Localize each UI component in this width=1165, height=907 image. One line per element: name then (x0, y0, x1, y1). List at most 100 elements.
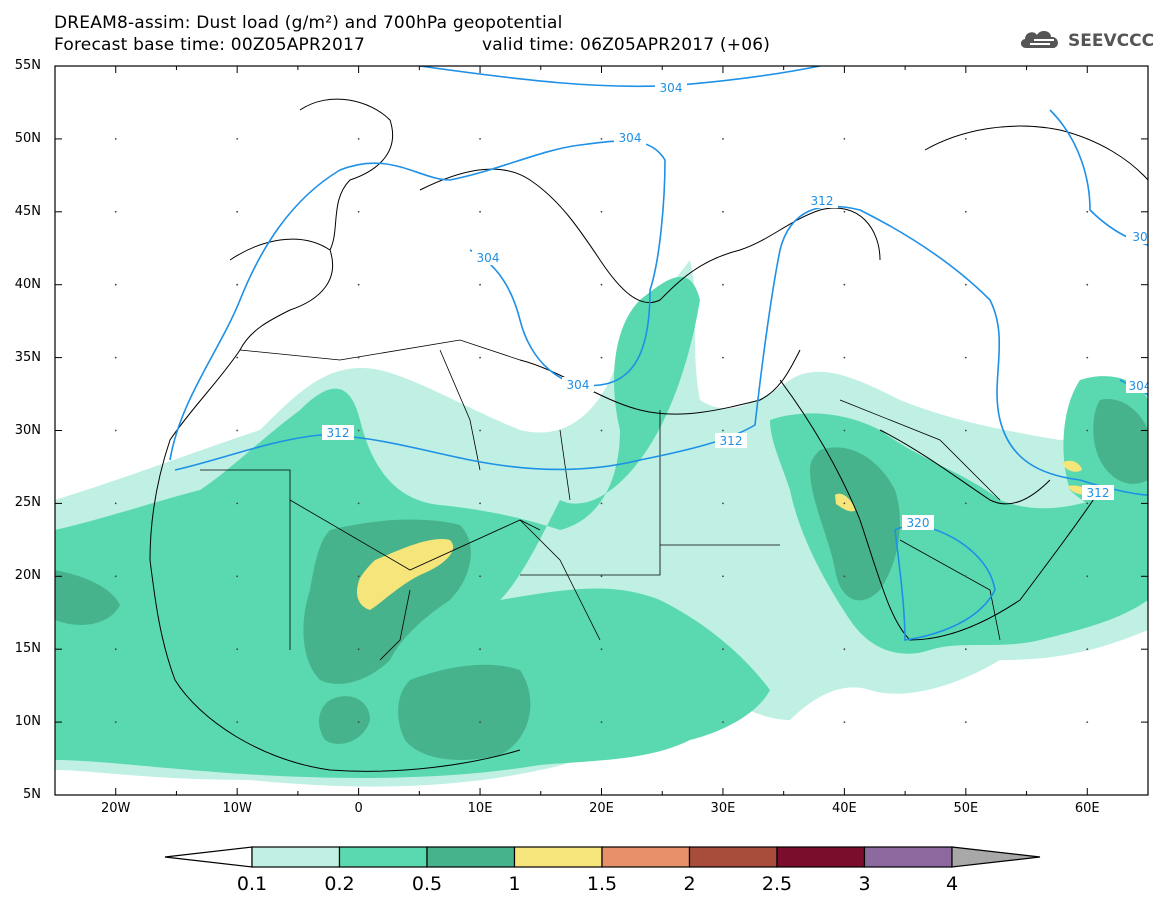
grid-dot (722, 648, 724, 651)
grid-dot (357, 721, 360, 723)
contour-label: 312 (715, 433, 747, 448)
svg-text:304: 304 (619, 131, 642, 145)
lon-label: 40E (831, 801, 857, 816)
grid-dot (114, 210, 117, 213)
lat-label: 35N (14, 349, 41, 365)
grid-dot (236, 356, 239, 359)
grid-dot (964, 721, 967, 723)
grid-dot (114, 429, 117, 432)
map-title: DREAM8-assim: Dust load (g/m²) and 700hP… (54, 13, 563, 33)
svg-text:30: 30 (1132, 230, 1147, 244)
seevccc-logo: SEEVCCC (1018, 24, 1158, 56)
lat-label: 30N (14, 422, 41, 438)
grid-dot (964, 138, 967, 140)
lon-label: 50E (953, 801, 979, 816)
colorbar-swatch (251, 846, 341, 868)
svg-text:312: 312 (327, 426, 350, 440)
colorbar-swatch (688, 846, 778, 868)
grid-dot (722, 721, 724, 723)
lon-label: 10W (222, 801, 252, 816)
grid-dot (114, 138, 117, 140)
grid-dot (114, 502, 117, 505)
grid-dot (236, 138, 239, 140)
svg-text:304: 304 (567, 378, 590, 392)
grid-dot (843, 721, 846, 723)
lat-label: 55N (14, 58, 41, 73)
grid-dot (236, 721, 239, 723)
lon-label: 20W (101, 801, 131, 816)
lat-label: 15N (14, 641, 41, 657)
grid-dot (114, 721, 117, 723)
svg-text:312: 312 (811, 194, 834, 208)
svg-text:312: 312 (720, 434, 743, 448)
contour-labels: 304 304 304 304 312 312 312 312 320 304 … (322, 80, 1152, 530)
lat-label: 45N (14, 203, 41, 219)
grid-dot (964, 575, 967, 578)
grid-dot (357, 138, 360, 140)
lon-label: 20E (589, 801, 614, 816)
lat-label: 5N (23, 787, 41, 802)
grid-dot (1086, 648, 1089, 651)
svg-text:304: 304 (660, 81, 683, 95)
grid-dot (479, 502, 481, 505)
contour-label: 304 (562, 377, 594, 392)
grid-dot (479, 429, 481, 432)
grid-dot (1086, 429, 1089, 432)
grid-dot (722, 210, 724, 213)
grid-dot (1086, 138, 1089, 140)
grid-dot (236, 648, 239, 651)
colorbar-swatch (601, 846, 691, 868)
grid-dot (843, 356, 846, 359)
svg-text:304: 304 (1129, 379, 1152, 393)
contour-label: 312 (322, 425, 354, 440)
grid-dot (479, 648, 481, 651)
grid-dot (600, 283, 603, 286)
grid-dot (114, 356, 117, 359)
grid-dot (479, 138, 481, 140)
grid-dot (600, 429, 603, 432)
grid-dot (236, 283, 239, 286)
colorbar-swatch (776, 846, 866, 868)
lon-label: 10E (467, 801, 493, 816)
colorbar-label: 3 (858, 873, 871, 895)
lon-label: 30E (710, 801, 736, 816)
grid-dot (479, 575, 481, 578)
grid-dot (722, 575, 724, 578)
colorbar-label: 0.5 (411, 873, 443, 895)
grid-dot (479, 721, 481, 723)
lat-label: 50N (14, 130, 41, 146)
grid-dot (722, 356, 724, 359)
grid-dot (600, 575, 603, 578)
grid-dot (843, 502, 846, 505)
grid-dot (479, 283, 481, 286)
grid-dot (357, 575, 360, 578)
grid-dot (843, 210, 846, 213)
grid-dot (964, 648, 967, 651)
contour-label: 304 (614, 130, 646, 145)
colorbar-swatch (426, 846, 516, 868)
grid-dot (236, 210, 239, 213)
grid-dot (236, 502, 239, 505)
colorbar-over-arrow (951, 846, 1041, 868)
contour-label: 312 (806, 193, 838, 208)
svg-text:304: 304 (477, 251, 500, 265)
contour-label: 304 (655, 80, 687, 95)
colorbar (164, 846, 1041, 868)
contour-label: 320 (902, 515, 934, 530)
grid-dot (236, 575, 239, 578)
grid-dot (1086, 210, 1089, 213)
grid-dot (964, 502, 967, 505)
contour-label: 304 (1126, 378, 1152, 393)
grid-dot (357, 356, 360, 359)
grid-dot (964, 429, 967, 432)
valid-time: valid time: 06Z05APR2017 (+06) (482, 35, 771, 55)
grid-dot (114, 648, 117, 651)
contour-label: 30 (1126, 229, 1148, 244)
colorbar-label: 4 (945, 873, 959, 895)
dust-layer-yellow (357, 460, 1088, 610)
lon-label: 60E (1074, 801, 1100, 816)
svg-text:312: 312 (1087, 486, 1110, 500)
grid-dot (114, 283, 117, 286)
forecast-base-time: Forecast base time: 00Z05APR2017 (54, 35, 366, 55)
lat-label: 40N (14, 276, 41, 292)
